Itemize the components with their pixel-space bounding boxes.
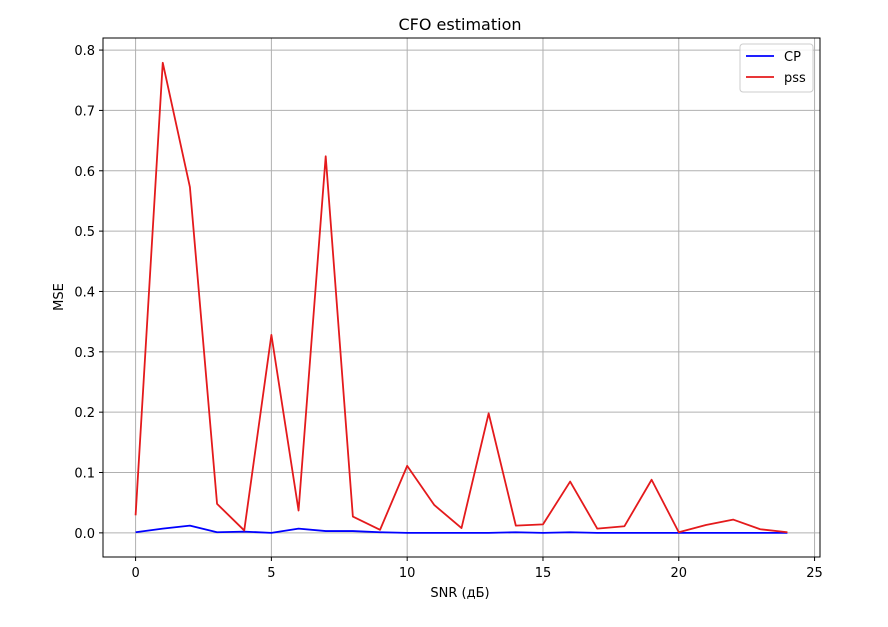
y-tick-label: 0.1 [74,467,95,482]
y-tick-label: 0.7 [74,104,95,119]
y-axis-label: MSE [52,283,67,311]
axis-ticks: 0 5 10 15 20 25 0.0 0.1 0.2 0.3 0.4 0.5 0.6 0.7 0.8 [74,44,823,581]
legend: CP pss [739,43,814,93]
x-axis-label: SNR (дБ) [430,586,489,601]
y-tick-label: 0.8 [74,44,95,59]
y-tick-label: 0.2 [74,406,95,421]
y-tick-label: 0.4 [74,285,95,300]
x-tick-label: 20 [670,566,687,581]
grid [103,38,820,557]
x-tick-label: 10 [399,566,416,581]
x-tick-label: 5 [267,566,275,581]
y-tick-label: 0.0 [74,527,95,542]
series-line-pss [134,61,788,534]
y-tick-label: 0.6 [74,165,95,180]
y-tick-label: 0.5 [74,225,95,240]
legend-label-cp: CP [784,50,801,65]
x-tick-label: 0 [131,566,139,581]
series-lines [134,61,788,534]
x-tick-label: 15 [535,566,552,581]
plot-frame [102,37,821,558]
x-tick-label: 25 [806,566,823,581]
y-tick-label: 0.3 [74,346,95,361]
chart-title: CFO estimation [399,15,522,34]
legend-label-pss: pss [784,71,806,86]
